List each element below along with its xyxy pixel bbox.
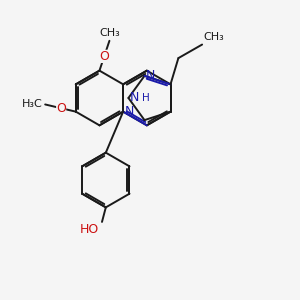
Text: CH₃: CH₃ — [99, 28, 120, 38]
Text: H: H — [142, 93, 150, 103]
Text: N: N — [146, 69, 155, 82]
Text: N: N — [124, 105, 134, 118]
Text: O: O — [56, 102, 66, 115]
Text: O: O — [99, 50, 109, 63]
Text: N: N — [130, 92, 139, 104]
Text: HO: HO — [80, 224, 99, 236]
Text: H₃C: H₃C — [22, 100, 42, 110]
Text: CH₃: CH₃ — [204, 32, 224, 42]
